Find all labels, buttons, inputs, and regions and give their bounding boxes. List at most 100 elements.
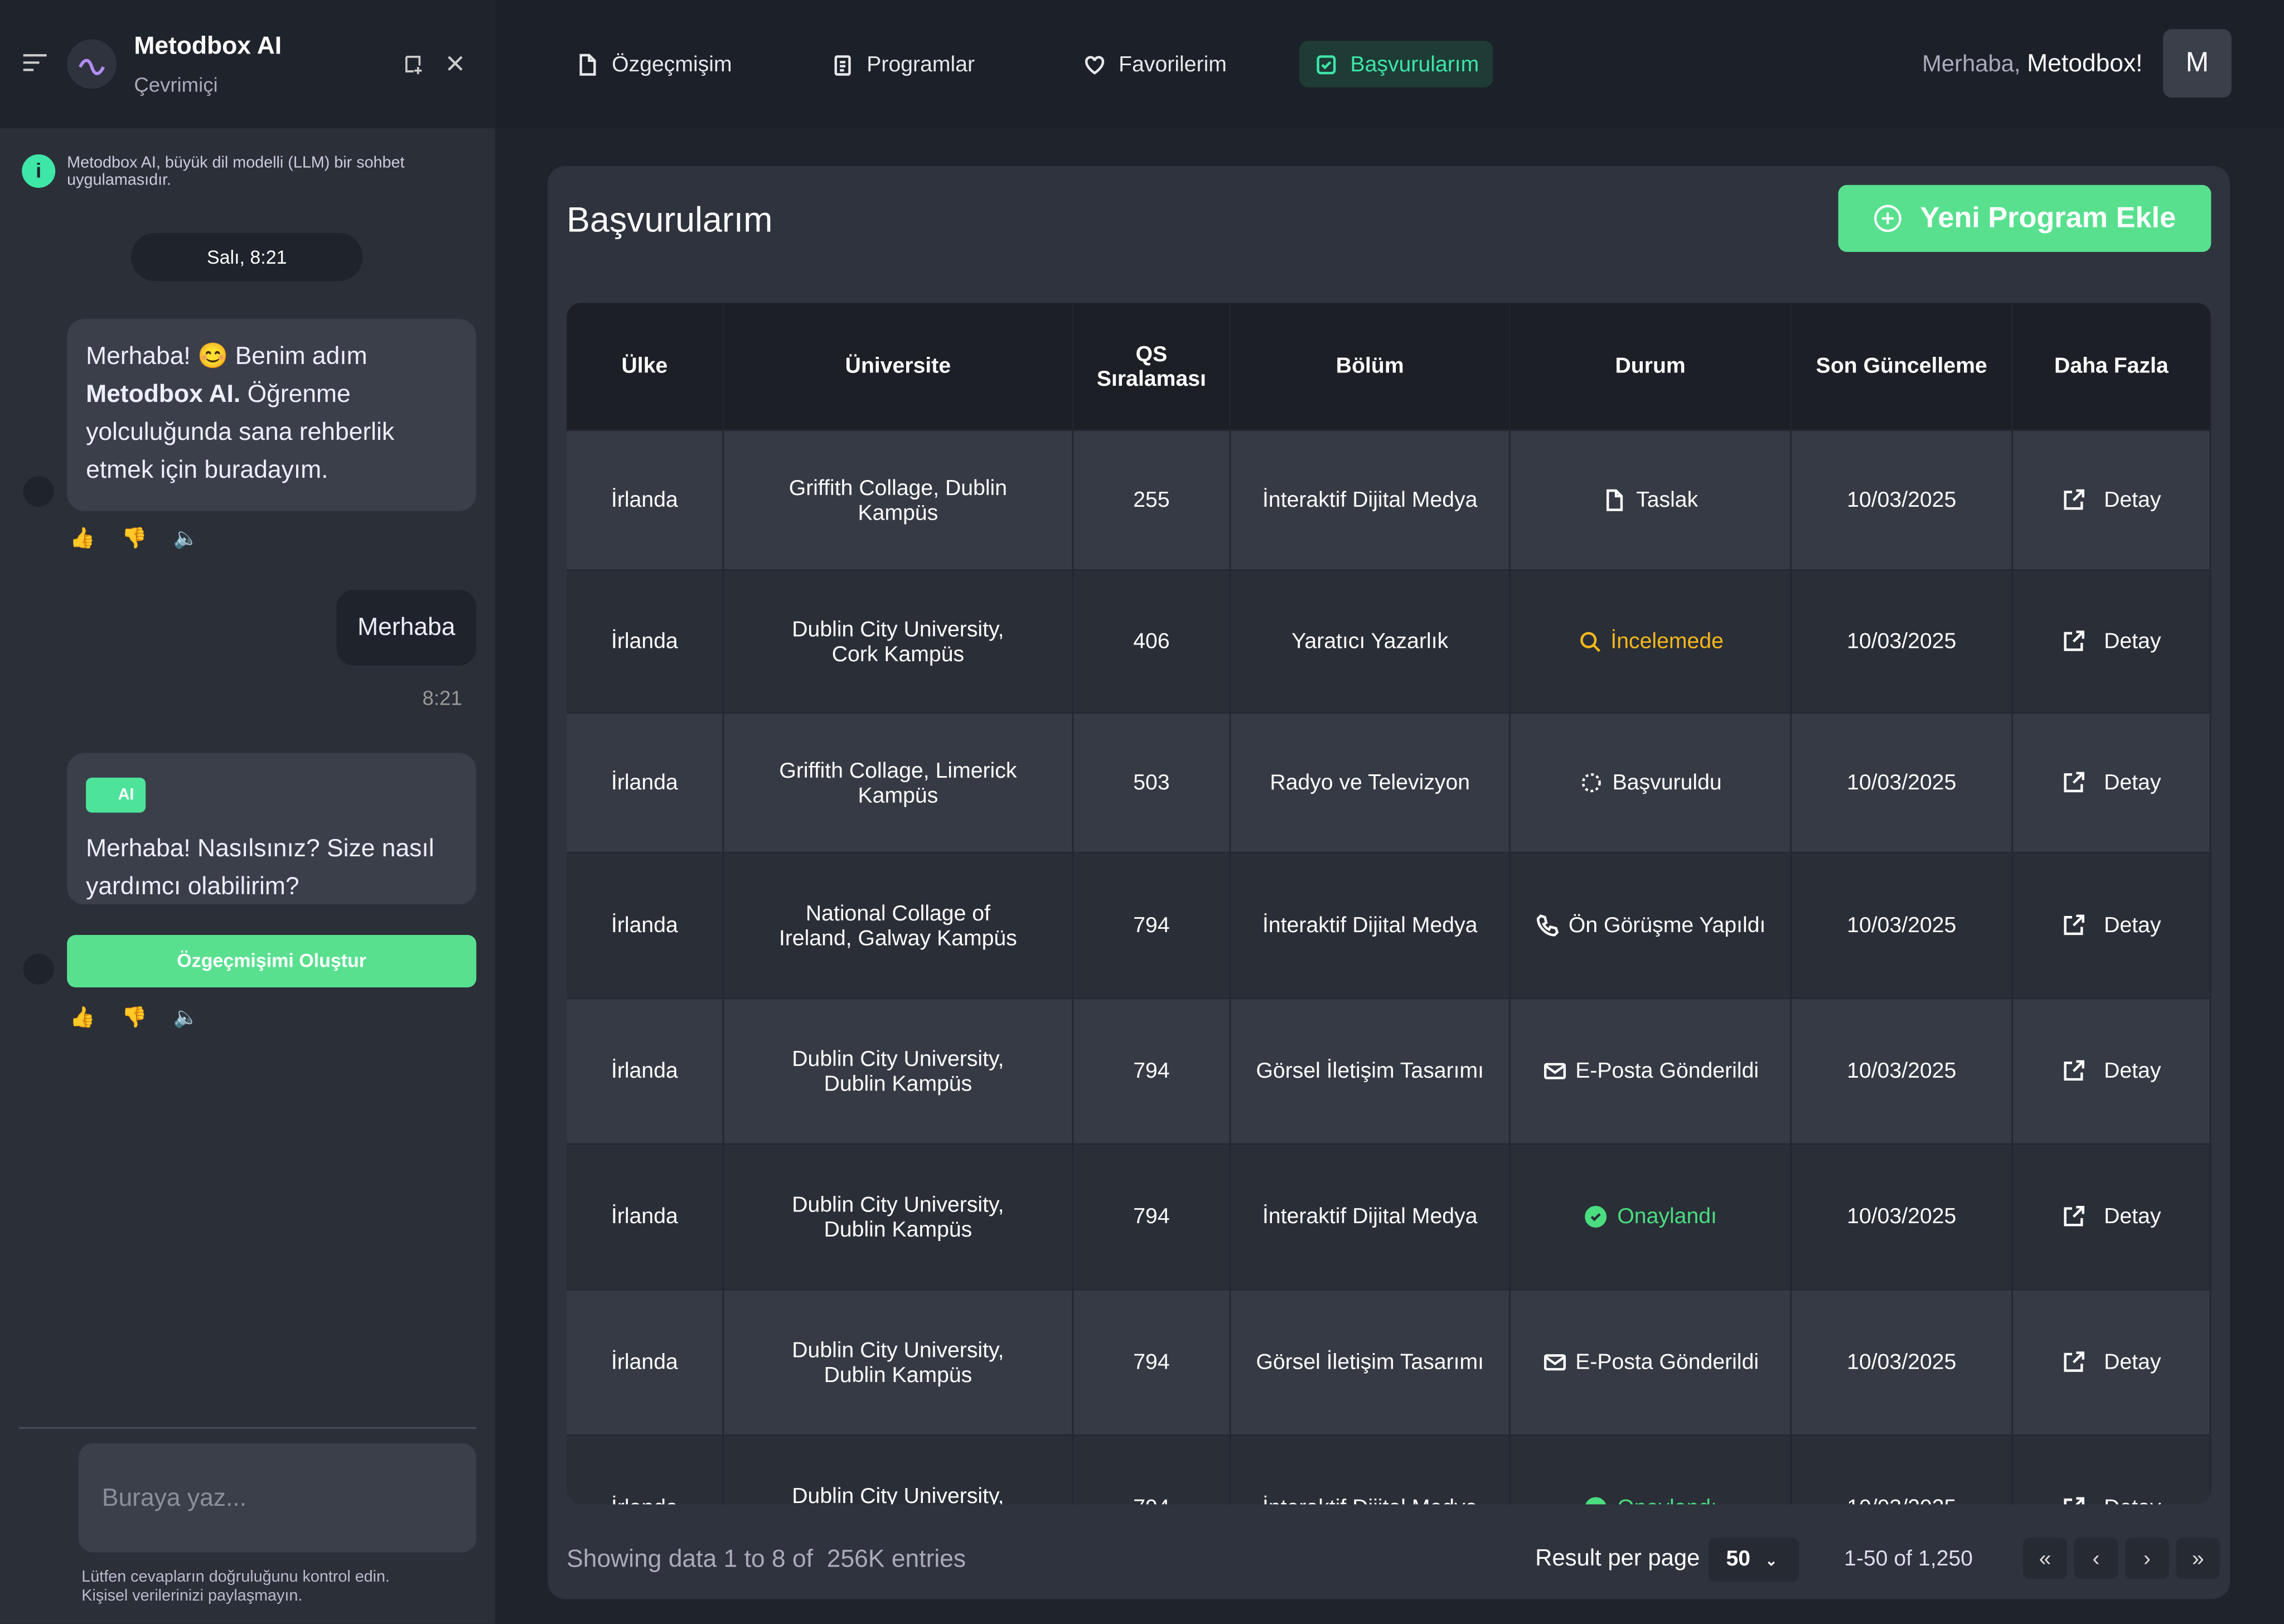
cell-text: Griffith Collage, Limerick Kampüs	[779, 758, 1017, 808]
table-cell: 794	[1073, 1288, 1231, 1435]
divider	[18, 1427, 477, 1429]
cell-text: Radyo ve Televizyon	[1270, 770, 1470, 796]
table-cell: 794	[1073, 852, 1231, 998]
chat-input[interactable]: Buraya yaz...	[79, 1443, 477, 1553]
close-icon[interactable]	[446, 54, 464, 73]
table-cell: 10/03/2025	[1792, 569, 2014, 712]
header-row: Ülke Üniversite QS Sıralaması Bölüm Durum Son…	[567, 303, 2212, 430]
text: 50	[1726, 1547, 1751, 1572]
table-cell: Görsel İletişim Tasarımı	[1231, 1288, 1511, 1435]
disclaimer: Lütfen cevapların doğruluğunu kontrol ed…	[81, 1568, 390, 1606]
icon	[2064, 1060, 2085, 1081]
table-cell[interactable]: Detay	[2013, 997, 2212, 1143]
header-cell: QS Sıralaması	[1073, 303, 1231, 430]
table-cell[interactable]: Detay	[2013, 569, 2212, 712]
cell-text: Dublin City University, Dublin Kampüs	[792, 1483, 1004, 1505]
text: Metodbox AI.	[86, 380, 241, 408]
table-cell[interactable]: Detay	[2013, 712, 2212, 852]
showing: Showing data 1 to 8 of 256K entries	[567, 1545, 966, 1574]
cell-text: İrlanda	[611, 1204, 678, 1229]
feedback-icons[interactable]: 👍👎🔈	[70, 526, 225, 549]
text: Kişisel verilerinizi paylaşmayın.	[81, 1587, 303, 1605]
table-row: İrlanda Dublin City University, Dublin Ka…	[567, 1288, 2212, 1435]
table-cell: Ön Görüşme Yapıldı	[1510, 852, 1792, 998]
table-cell: Dublin City University, Dublin Kampüs	[724, 1143, 1074, 1289]
cell-text: Detay	[2104, 1059, 2161, 1084]
nav-item[interactable]: Başvurularım	[1299, 41, 1494, 88]
cell-text: İrlanda	[611, 1059, 678, 1084]
nav-label: Başvurularım	[1350, 51, 1479, 77]
table-cell[interactable]: Detay	[2013, 852, 2212, 998]
cell-text: 10/03/2025	[1847, 770, 1957, 796]
cell-text: 794	[1133, 913, 1170, 938]
cell-text: 794	[1133, 1496, 1169, 1505]
table-cell[interactable]: Detay	[2013, 1143, 2212, 1289]
nav-item[interactable]: Favorilerim	[1068, 41, 1241, 88]
cell-text: İrlanda	[611, 1496, 678, 1505]
nav-item[interactable]: Özgeçmişim	[561, 41, 747, 88]
header-cell: Durum	[1510, 303, 1792, 430]
cell-text: 10/03/2025	[1847, 913, 1957, 938]
table-cell: Taslak	[1510, 429, 1792, 570]
table-row: İrlanda Griffith Collage, Dublin Kampüs 25…	[567, 429, 2212, 570]
table-cell: İnteraktif Dijital Medya	[1231, 1434, 1511, 1505]
prev-page[interactable]: ‹	[2074, 1538, 2118, 1579]
last-page[interactable]: »	[2176, 1538, 2220, 1579]
cell-text: İnteraktif Dijital Medya	[1262, 488, 1478, 513]
icon	[579, 53, 596, 75]
cell-text: Detay	[2104, 629, 2161, 654]
top-nav: Özgeçmişim Programlar Favorilerim Başvurula…	[495, 0, 2284, 128]
table-row: İrlanda National Collage of Ireland, Galw…	[567, 852, 2212, 998]
info-icon: i	[22, 154, 56, 188]
action-button[interactable]: Özgeçmişimi Oluştur	[67, 935, 477, 988]
per-page-select[interactable]: 50 ⌄	[1709, 1538, 1799, 1582]
avatar[interactable]: M	[2163, 29, 2232, 98]
icon	[1085, 55, 1105, 74]
icon	[2064, 489, 2085, 510]
cell-text: İnteraktif Dijital Medya	[1262, 1496, 1477, 1505]
table-cell: Griffith Collage, Dublin Kampüs	[724, 429, 1074, 570]
new-chat-icon[interactable]	[404, 54, 424, 75]
table-row: İrlanda Dublin City University, Dublin Ka…	[567, 1434, 2212, 1505]
table-cell: National Collage of Ireland, Galway Kamp…	[724, 852, 1074, 998]
nav-label: Programlar	[867, 51, 975, 77]
next-page[interactable]: ›	[2125, 1538, 2169, 1579]
feedback-icons[interactable]: 👍👎🔈	[70, 1005, 225, 1029]
nav-item[interactable]: Programlar	[816, 41, 989, 88]
icon	[2064, 914, 2085, 935]
cell-text: Detay	[2104, 1496, 2161, 1505]
placeholder: Buraya yaz...	[101, 1484, 247, 1512]
table-cell: İnteraktif Dijital Medya	[1231, 429, 1511, 570]
greeting: Merhaba, Metodbox!	[1922, 50, 2143, 79]
table-cell[interactable]: Detay	[2013, 429, 2212, 570]
cell-text: İrlanda	[611, 488, 678, 513]
range: 1-50 of 1,250	[1844, 1547, 1973, 1572]
cell-text: İrlanda	[611, 770, 678, 796]
cell-text: Detay	[2104, 1350, 2161, 1375]
table-cell: İrlanda	[567, 1434, 724, 1505]
table-cell[interactable]: Detay	[2013, 1434, 2212, 1505]
chat-status: Çevrimiçi	[134, 72, 218, 96]
table-cell: Dublin City University, Dublin Kampüs	[724, 1288, 1074, 1435]
first-page[interactable]: «	[2023, 1538, 2067, 1579]
table-cell: 255	[1073, 429, 1231, 570]
add-button[interactable]: Yeni Program Ekle	[1838, 185, 2212, 252]
cell-text: Detay	[2104, 1204, 2161, 1229]
chat-sidebar: Metodbox AI Çevrimiçi i Metodbox AI, büy…	[0, 0, 496, 1624]
cell-text: E-Posta Gönderildi	[1575, 1059, 1759, 1084]
table-cell[interactable]: Detay	[2013, 1288, 2212, 1435]
menu-icon[interactable]	[22, 52, 48, 73]
cell-text: İrlanda	[611, 629, 678, 654]
table: Ülke Üniversite QS Sıralaması Bölüm Durum Son…	[567, 303, 2212, 1505]
table-row: İrlanda Griffith Collage, Limerick Kampüs…	[567, 712, 2212, 852]
table-cell: Dublin City University, Dublin Kampüs	[724, 997, 1074, 1143]
table-cell: Griffith Collage, Limerick Kampüs	[724, 712, 1074, 852]
cell-text: National Collage of Ireland, Galway Kamp…	[778, 900, 1017, 951]
table-cell: İrlanda	[567, 997, 724, 1143]
icon	[1586, 1497, 1606, 1505]
cell-text: 794	[1133, 1350, 1170, 1375]
table-row: İrlanda Dublin City University, Cork Kamp…	[567, 569, 2212, 712]
table-cell: Yaratıcı Yazarlık	[1231, 569, 1511, 712]
